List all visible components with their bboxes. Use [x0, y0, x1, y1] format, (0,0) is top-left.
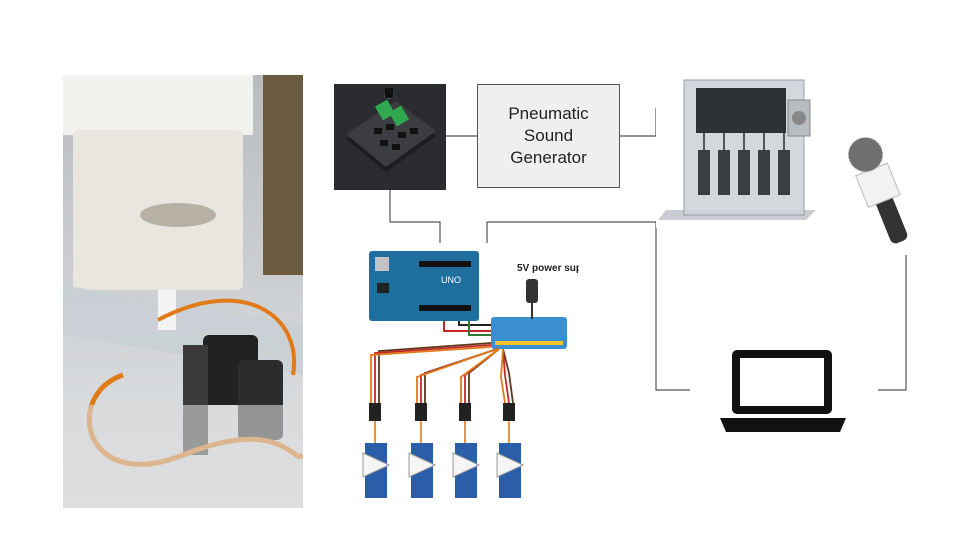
servo-motors [362, 443, 525, 498]
link-sound-to-cad [620, 108, 657, 137]
arduino-label: UNO [441, 275, 461, 285]
power-jack [526, 279, 538, 303]
power-supply-label: 5V power supply [517, 263, 579, 274]
link-driver-to-arduino [389, 190, 441, 248]
wiring-diagram-image: UNO 5V power supply [349, 243, 597, 508]
pneumatic-sound-generator-box: Pneumatic Sound Generator [477, 84, 620, 188]
prototype-photo [63, 75, 303, 508]
link-mic-to-laptop [878, 255, 907, 391]
laptop-icon [718, 348, 848, 436]
arduino-board: UNO [369, 251, 479, 321]
servo-driver-board-image [334, 84, 446, 190]
cad-model-image [656, 70, 826, 228]
microphone-icon [846, 128, 912, 252]
